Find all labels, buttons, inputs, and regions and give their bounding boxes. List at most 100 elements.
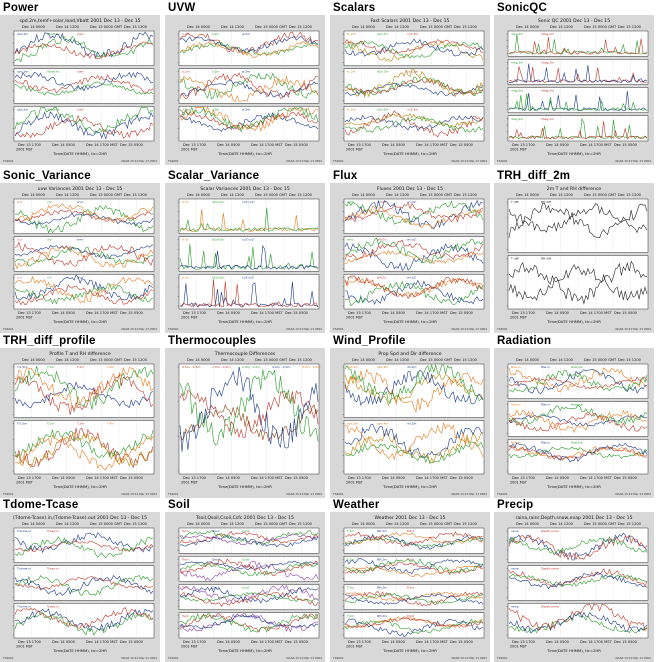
plot-panel: tc.2m h2o.2m co2.2m: [342, 68, 485, 104]
top-axis-label: Dec 14 0000: [352, 358, 376, 362]
plot-thumbnail-scalars[interactable]: Fast Scalars 2001 Dec 13 - Dec 15 Dec 14 …: [330, 15, 490, 165]
footer-left-text: TS2001: [2, 159, 14, 163]
plot-title-link-soil[interactable]: Soil: [168, 499, 190, 511]
plot-thumbnail-soil[interactable]: Tsoil,Qsoil,Csoil,Csfc 2001 Dec 13 - Dec…: [165, 512, 325, 662]
bottom-axis-label: Dec 13 1700: [348, 143, 372, 147]
x-axis-title: Time(DATE HHMM), tic=2HR: [52, 648, 107, 653]
plot-title-link-radiation[interactable]: Radiation: [497, 335, 552, 347]
plot-title-link-power[interactable]: Power: [3, 2, 39, 14]
axis-year-label: 2001 MST: [510, 481, 528, 485]
plot-title-link-trh-diff-2m[interactable]: TRH_diff_2m: [497, 170, 571, 182]
plot-title-link-sonic-variance[interactable]: Sonic_Variance: [3, 170, 91, 182]
bottom-axis-label: Dec 13 1700: [348, 476, 372, 480]
legend-entry: Qsoil: [212, 529, 220, 533]
axis-year-label: 2001 MST: [181, 645, 199, 649]
plot-thumbnail-tdome-tcase[interactable]: (Tdome-Tcase).in,(Tdome-Tcase).out 2001 …: [0, 512, 160, 662]
legend-entry: Csoil: [242, 614, 249, 618]
top-axis-label: Dec 14 1200: [221, 522, 245, 526]
top-axis-label: Dec 15 1200: [618, 193, 642, 197]
plot-thumbnail-trh-diff-profile[interactable]: Profile T and RH difference Dec 14 0000 De…: [0, 348, 160, 498]
bottom-axis-label: Dec 15 0500: [614, 143, 638, 147]
plot-thumbnail-uvw[interactable]: Dec 14 0000 Dec 14 1200 Dec 15 0000 GMT Dec…: [165, 15, 325, 165]
legend-entry: 2.0m - 0.5m: [242, 365, 260, 369]
series-trace: [14, 427, 154, 469]
plot-title-link-trh-diff-profile[interactable]: TRH_diff_profile: [3, 335, 96, 347]
series-trace: [180, 111, 319, 131]
top-axis-label: Dec 14 0000: [187, 358, 211, 362]
plot-thumbnail-sonic-variance[interactable]: uvw Variances 2001 Dec 13 - Dec 15 Dec 14…: [0, 183, 160, 333]
legend-entry: u.2m: [182, 70, 190, 74]
plot-thumbnail-wind-profile[interactable]: Prop Spd and Dir difference Dec 14 0000 De…: [330, 348, 490, 498]
series-trace: [179, 209, 319, 232]
plot-cell-trh-diff-2m: TRH_diff_2m 2m T and RH difference Dec 14 …: [494, 168, 656, 333]
top-axis-label: Dec 15 0000 GMT: [420, 522, 453, 526]
legend-entry: ldiag.2m: [541, 89, 554, 93]
plot-thumbnail-trh-diff-2m[interactable]: 2m T and RH difference Dec 14 0000 Dec 14 …: [494, 183, 654, 333]
series-trace: [14, 536, 154, 559]
top-axis-label: Dec 15 0000 GMT: [255, 25, 288, 29]
top-axis-label: Dec 14 1200: [386, 358, 410, 362]
plot-thumbnail-precip[interactable]: raina,rainr,Depth.snow,evap 2001 Dec 13 …: [494, 512, 654, 662]
top-axis-label: Dec 14 0000: [187, 193, 211, 197]
legend-entry: T.2m: [346, 586, 354, 590]
series-trace: [344, 279, 484, 305]
plot-title-link-weather[interactable]: Weather: [333, 499, 380, 511]
plot-panel: T.2m RH.2m P.2m: [342, 612, 485, 639]
legend-entry: 0.5m - 0.5m: [182, 365, 200, 369]
footer-right-text: NCAR 15:10 Mar 13 2002: [452, 159, 488, 163]
series-trace: [508, 202, 648, 239]
legend-entry: co2.2m: [407, 107, 418, 111]
top-axis-label: Dec 15 1200: [618, 25, 642, 29]
x-axis-title: Time(DATE HHMM), tic=2HR: [52, 151, 107, 156]
series-trace: [179, 244, 319, 270]
footer-right-text: NCAR 15:10 Mar 13 2002: [616, 159, 652, 163]
plot-thumbnail-radiation[interactable]: Dec 14 0000 Dec 14 1200 Dec 15 0000 GMT Dec…: [494, 348, 654, 498]
top-axis-label: Dec 14 0000: [516, 358, 540, 362]
series-trace: [14, 114, 154, 139]
plot-thumbnail-scalar-variance[interactable]: Scalar Variances 2001 Dec 13 - Dec 15 Dec…: [165, 183, 325, 333]
footer-left-text: TS2001: [167, 492, 179, 496]
plot-thumbnail-power[interactable]: spd.2m,temf+solar,load,Vbatt 2001 Dec 13…: [0, 15, 160, 165]
top-axis-label: Dec 15 1200: [289, 358, 313, 362]
plot-title-link-scalars[interactable]: Scalars: [333, 2, 376, 14]
legend-entry: T.1m: [46, 422, 54, 426]
plot-header-text: Thermocouple Differences: [214, 351, 276, 357]
plot-thumbnail-sonicqc[interactable]: Sonic QC 2001 Dec 13 - Dec 15 Dec 14 0000…: [494, 15, 654, 165]
legend-entry: RH.2m: [377, 529, 387, 533]
top-axis-label: Dec 15 0000 GMT: [420, 193, 453, 197]
bottom-axis-label: Dec 14 0500: [546, 476, 570, 480]
top-axis-label: Dec 14 1200: [221, 193, 245, 197]
series-trace: [179, 591, 319, 608]
plot-header-text: Fluxes 2001 Dec 13 - Dec 15: [377, 186, 443, 192]
footer-left-text: TS2001: [167, 159, 179, 163]
top-axis-label: Dec 15 1200: [454, 25, 478, 29]
footer-right-text: NCAR 15:10 Mar 13 2002: [287, 656, 323, 660]
series-trace: [14, 71, 153, 92]
axis-year-label: 2001 MST: [181, 481, 199, 485]
bottom-axis-label: Dec 13 1700: [183, 476, 207, 480]
plot-title-link-flux[interactable]: Flux: [333, 170, 358, 182]
plot-title-link-precip[interactable]: Precip: [497, 499, 534, 511]
bottom-axis-label: Dec 14 1700 MST: [416, 476, 448, 480]
plot-title-link-thermocouples[interactable]: Thermocouples: [168, 335, 257, 347]
top-axis-label: Dec 15 0000 GMT: [420, 25, 453, 29]
footer-right-text: NCAR 15:10 Mar 13 2002: [287, 159, 323, 163]
legend-entry: Csoil: [242, 586, 249, 590]
plot-title-link-wind-profile[interactable]: Wind_Profile: [333, 335, 406, 347]
legend-entry: dir.2m: [407, 365, 417, 369]
series-trace: [344, 275, 484, 300]
plot-title-link-tdome-tcase[interactable]: Tdome-Tcase: [3, 499, 79, 511]
footer-right-text: NCAR 15:10 Mar 13 2002: [122, 492, 158, 496]
legend-entry: co2'co2': [242, 200, 255, 204]
plot-title-link-sonicqc[interactable]: SonicQC: [497, 2, 547, 14]
plot-cell-thermocouples: Thermocouples Thermocouple Differences Dec…: [165, 333, 329, 498]
legend-entry: h2o.2m: [377, 70, 388, 74]
plot-title-link-scalar-variance[interactable]: Scalar_Variance: [168, 170, 260, 182]
legend-entry: Tsoil: [181, 557, 189, 561]
bottom-axis-label: Dec 15 0500: [120, 311, 144, 315]
plot-thumbnail-thermocouples[interactable]: Thermocouple Differences Dec 14 0000 Dec 1…: [165, 348, 325, 498]
plot-thumbnail-weather[interactable]: Weather 2001 Dec 13 - Dec 15 Dec 14 0000 D…: [330, 512, 490, 662]
plot-thumbnail-flux[interactable]: Fluxes 2001 Dec 13 - Dec 15 Dec 14 0000 De…: [330, 183, 490, 333]
plot-title-link-uvw[interactable]: UVW: [168, 2, 196, 14]
plot-panel: diag.2m ldiag.2m: [506, 59, 649, 85]
